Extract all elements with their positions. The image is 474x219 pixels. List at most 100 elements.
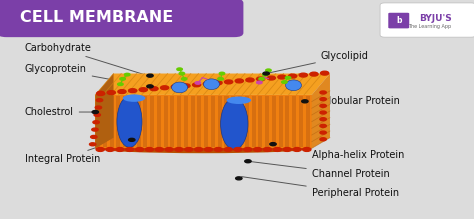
- Circle shape: [282, 81, 287, 83]
- Circle shape: [96, 148, 104, 151]
- Circle shape: [182, 78, 187, 80]
- Circle shape: [179, 72, 184, 75]
- Ellipse shape: [285, 80, 301, 91]
- Circle shape: [90, 143, 96, 146]
- FancyBboxPatch shape: [231, 96, 235, 147]
- Circle shape: [155, 148, 164, 151]
- Circle shape: [93, 121, 99, 124]
- Ellipse shape: [117, 96, 142, 147]
- Ellipse shape: [95, 144, 312, 153]
- Circle shape: [194, 148, 203, 151]
- FancyBboxPatch shape: [103, 96, 107, 147]
- Circle shape: [96, 99, 103, 102]
- Circle shape: [91, 135, 97, 138]
- Text: Alpha-helix Protein: Alpha-helix Protein: [278, 142, 404, 160]
- Circle shape: [245, 160, 251, 163]
- Circle shape: [320, 111, 326, 114]
- FancyBboxPatch shape: [150, 96, 154, 147]
- Circle shape: [95, 106, 101, 109]
- Ellipse shape: [220, 98, 248, 150]
- FancyBboxPatch shape: [164, 96, 168, 147]
- FancyBboxPatch shape: [265, 96, 269, 147]
- Circle shape: [177, 68, 182, 71]
- FancyBboxPatch shape: [0, 0, 243, 37]
- Circle shape: [310, 72, 318, 76]
- FancyBboxPatch shape: [272, 96, 276, 147]
- FancyBboxPatch shape: [191, 96, 195, 147]
- Circle shape: [246, 78, 254, 82]
- Circle shape: [303, 148, 311, 151]
- FancyBboxPatch shape: [306, 96, 310, 147]
- Circle shape: [94, 113, 100, 116]
- Circle shape: [118, 90, 126, 94]
- Circle shape: [244, 148, 252, 151]
- Circle shape: [214, 148, 222, 151]
- Polygon shape: [95, 74, 114, 148]
- Text: Integral Protein: Integral Protein: [25, 139, 122, 164]
- Circle shape: [116, 148, 124, 151]
- Circle shape: [195, 82, 201, 84]
- Circle shape: [98, 91, 104, 94]
- FancyBboxPatch shape: [137, 96, 141, 147]
- Circle shape: [299, 73, 308, 77]
- Circle shape: [320, 91, 326, 94]
- FancyBboxPatch shape: [95, 95, 312, 148]
- Circle shape: [165, 148, 173, 151]
- Circle shape: [263, 73, 268, 76]
- Circle shape: [259, 78, 264, 80]
- Text: Peripheral Protein: Peripheral Protein: [242, 177, 399, 198]
- Circle shape: [128, 138, 135, 141]
- Circle shape: [214, 81, 222, 85]
- FancyBboxPatch shape: [204, 96, 208, 147]
- Ellipse shape: [123, 94, 146, 102]
- FancyBboxPatch shape: [143, 96, 147, 147]
- Circle shape: [302, 100, 308, 103]
- FancyBboxPatch shape: [211, 96, 215, 147]
- Text: Carbohydrate: Carbohydrate: [25, 43, 145, 75]
- FancyBboxPatch shape: [225, 96, 228, 147]
- FancyBboxPatch shape: [96, 96, 100, 147]
- Circle shape: [120, 78, 126, 80]
- FancyBboxPatch shape: [285, 96, 290, 147]
- Circle shape: [97, 92, 105, 95]
- Circle shape: [136, 148, 144, 151]
- Circle shape: [264, 148, 272, 151]
- Circle shape: [139, 88, 147, 92]
- Ellipse shape: [203, 79, 219, 90]
- Circle shape: [320, 104, 326, 107]
- Polygon shape: [95, 74, 330, 95]
- FancyBboxPatch shape: [123, 96, 127, 147]
- FancyBboxPatch shape: [130, 96, 134, 147]
- Circle shape: [263, 72, 269, 75]
- Circle shape: [320, 98, 326, 101]
- FancyBboxPatch shape: [116, 96, 120, 147]
- Circle shape: [254, 148, 262, 151]
- Text: b: b: [396, 16, 401, 25]
- Circle shape: [266, 69, 271, 72]
- FancyBboxPatch shape: [177, 96, 181, 147]
- Ellipse shape: [172, 82, 188, 93]
- Text: Glycoprotein: Glycoprotein: [25, 64, 145, 86]
- Circle shape: [267, 76, 275, 80]
- Circle shape: [146, 148, 154, 151]
- Circle shape: [320, 138, 326, 141]
- Text: The Learning App: The Learning App: [408, 24, 451, 29]
- FancyBboxPatch shape: [184, 96, 188, 147]
- Circle shape: [273, 148, 282, 151]
- FancyBboxPatch shape: [279, 96, 283, 147]
- FancyBboxPatch shape: [170, 96, 174, 147]
- FancyBboxPatch shape: [109, 96, 114, 147]
- Circle shape: [182, 84, 190, 88]
- FancyBboxPatch shape: [157, 96, 161, 147]
- Circle shape: [219, 72, 225, 75]
- Circle shape: [106, 148, 114, 151]
- Circle shape: [285, 76, 291, 79]
- Circle shape: [256, 81, 262, 84]
- Circle shape: [270, 143, 276, 146]
- Text: BYJU'S: BYJU'S: [419, 14, 452, 23]
- Circle shape: [126, 148, 134, 151]
- Circle shape: [204, 148, 212, 151]
- Circle shape: [234, 148, 242, 151]
- FancyBboxPatch shape: [292, 96, 296, 147]
- FancyBboxPatch shape: [299, 96, 303, 147]
